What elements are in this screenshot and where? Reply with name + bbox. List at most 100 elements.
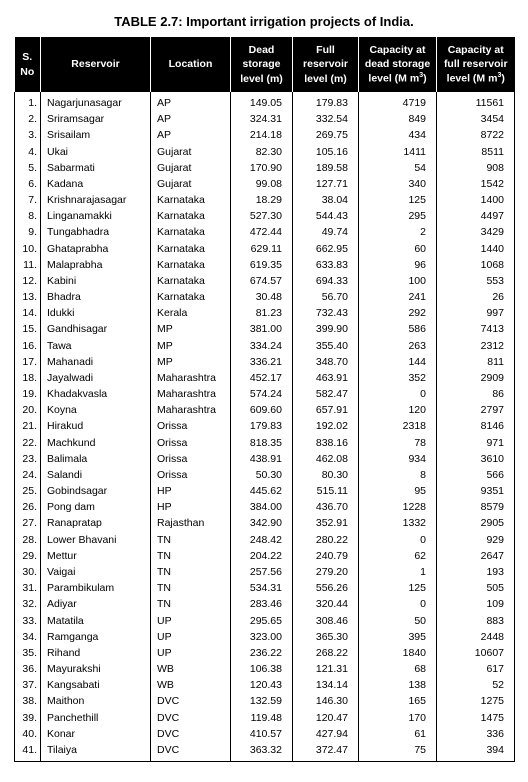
table-row: 3.SrisailamAP214.18269.754348722 bbox=[15, 127, 515, 143]
cell-full-reservoir-level: 633.83 bbox=[293, 257, 359, 273]
cell-full-reservoir-level: 838.16 bbox=[293, 435, 359, 451]
cell-reservoir: Maithon bbox=[41, 693, 151, 709]
cell-full-reservoir-level: 372.47 bbox=[293, 742, 359, 762]
cell-location: HP bbox=[151, 483, 231, 499]
table-row: 12.KabiniKarnataka674.57694.33100553 bbox=[15, 273, 515, 289]
cell-full-reservoir-level: 192.02 bbox=[293, 418, 359, 434]
cell-location: TN bbox=[151, 532, 231, 548]
cell-reservoir: Ghataprabha bbox=[41, 241, 151, 257]
cell-sno: 39. bbox=[15, 710, 41, 726]
cell-reservoir: Ranapratap bbox=[41, 515, 151, 531]
cell-dead-storage-level: 384.00 bbox=[231, 499, 293, 515]
cell-capacity-full: 11561 bbox=[437, 92, 515, 111]
cell-dead-storage-level: 334.24 bbox=[231, 338, 293, 354]
cell-capacity-full: 1440 bbox=[437, 241, 515, 257]
cell-capacity-dead: 78 bbox=[359, 435, 437, 451]
cell-capacity-dead: 395 bbox=[359, 629, 437, 645]
cell-full-reservoir-level: 56.70 bbox=[293, 289, 359, 305]
cell-dead-storage-level: 818.35 bbox=[231, 435, 293, 451]
cell-capacity-full: 7413 bbox=[437, 321, 515, 337]
cell-full-reservoir-level: 365.30 bbox=[293, 629, 359, 645]
cell-reservoir: Sriramsagar bbox=[41, 111, 151, 127]
cell-location: UP bbox=[151, 645, 231, 661]
cell-capacity-full: 2647 bbox=[437, 548, 515, 564]
cell-location: Rajasthan bbox=[151, 515, 231, 531]
cell-capacity-full: 553 bbox=[437, 273, 515, 289]
cell-dead-storage-level: 132.59 bbox=[231, 693, 293, 709]
cell-sno: 31. bbox=[15, 580, 41, 596]
cell-sno: 23. bbox=[15, 451, 41, 467]
cell-reservoir: Panchethill bbox=[41, 710, 151, 726]
table-row: 40.KonarDVC410.57427.9461336 bbox=[15, 726, 515, 742]
cell-reservoir: Mahanadi bbox=[41, 354, 151, 370]
table-row: 27.RanapratapRajasthan342.90352.91133229… bbox=[15, 515, 515, 531]
cell-dead-storage-level: 236.22 bbox=[231, 645, 293, 661]
cell-reservoir: Malaprabha bbox=[41, 257, 151, 273]
cell-capacity-full: 2312 bbox=[437, 338, 515, 354]
cell-reservoir: Tawa bbox=[41, 338, 151, 354]
cell-capacity-full: 193 bbox=[437, 564, 515, 580]
cell-capacity-full: 2909 bbox=[437, 370, 515, 386]
cell-capacity-full: 1068 bbox=[437, 257, 515, 273]
table-row: 33.MatatilaUP295.65308.4650883 bbox=[15, 613, 515, 629]
cell-full-reservoir-level: 732.43 bbox=[293, 305, 359, 321]
cell-full-reservoir-level: 179.83 bbox=[293, 92, 359, 111]
cell-location: WB bbox=[151, 677, 231, 693]
cell-reservoir: Mayurakshi bbox=[41, 661, 151, 677]
cell-capacity-full: 8511 bbox=[437, 144, 515, 160]
cell-sno: 33. bbox=[15, 613, 41, 629]
cell-reservoir: Kadana bbox=[41, 176, 151, 192]
cell-reservoir: Gobindsagar bbox=[41, 483, 151, 499]
table-row: 29.MetturTN204.22240.79622647 bbox=[15, 548, 515, 564]
cell-capacity-full: 883 bbox=[437, 613, 515, 629]
table-row: 19.KhadakvaslaMaharashtra574.24582.47086 bbox=[15, 386, 515, 402]
table-row: 6.KadanaGujarat99.08127.713401542 bbox=[15, 176, 515, 192]
cell-full-reservoir-level: 189.58 bbox=[293, 160, 359, 176]
table-row: 22.MachkundOrissa818.35838.1678971 bbox=[15, 435, 515, 451]
cell-location: AP bbox=[151, 92, 231, 111]
cell-location: DVC bbox=[151, 726, 231, 742]
cell-sno: 32. bbox=[15, 596, 41, 612]
table-title: TABLE 2.7: Important irrigation projects… bbox=[14, 14, 514, 29]
cell-capacity-dead: 0 bbox=[359, 596, 437, 612]
cell-capacity-full: 52 bbox=[437, 677, 515, 693]
cell-sno: 34. bbox=[15, 629, 41, 645]
cell-dead-storage-level: 609.60 bbox=[231, 402, 293, 418]
cell-reservoir: Vaigai bbox=[41, 564, 151, 580]
cell-capacity-dead: 241 bbox=[359, 289, 437, 305]
cell-reservoir: Tungabhadra bbox=[41, 224, 151, 240]
cell-location: Karnataka bbox=[151, 208, 231, 224]
cell-capacity-full: 1542 bbox=[437, 176, 515, 192]
cell-sno: 20. bbox=[15, 402, 41, 418]
cell-location: UP bbox=[151, 629, 231, 645]
cell-sno: 18. bbox=[15, 370, 41, 386]
cell-location: Karnataka bbox=[151, 224, 231, 240]
cell-capacity-dead: 934 bbox=[359, 451, 437, 467]
cell-dead-storage-level: 410.57 bbox=[231, 726, 293, 742]
cell-capacity-full: 505 bbox=[437, 580, 515, 596]
cell-capacity-dead: 849 bbox=[359, 111, 437, 127]
cell-dead-storage-level: 619.35 bbox=[231, 257, 293, 273]
cell-sno: 22. bbox=[15, 435, 41, 451]
cell-location: MP bbox=[151, 354, 231, 370]
cell-reservoir: Gandhisagar bbox=[41, 321, 151, 337]
cell-capacity-dead: 96 bbox=[359, 257, 437, 273]
cell-location: MP bbox=[151, 338, 231, 354]
cell-full-reservoir-level: 462.08 bbox=[293, 451, 359, 467]
cell-capacity-dead: 61 bbox=[359, 726, 437, 742]
cell-capacity-dead: 295 bbox=[359, 208, 437, 224]
cell-sno: 4. bbox=[15, 144, 41, 160]
cell-sno: 10. bbox=[15, 241, 41, 257]
cell-full-reservoir-level: 240.79 bbox=[293, 548, 359, 564]
cell-location: TN bbox=[151, 548, 231, 564]
cell-dead-storage-level: 179.83 bbox=[231, 418, 293, 434]
cell-reservoir: Hirakud bbox=[41, 418, 151, 434]
cell-location: TN bbox=[151, 596, 231, 612]
cell-dead-storage-level: 119.48 bbox=[231, 710, 293, 726]
cell-dead-storage-level: 363.32 bbox=[231, 742, 293, 762]
table-row: 25.GobindsagarHP445.62515.11959351 bbox=[15, 483, 515, 499]
cell-capacity-full: 566 bbox=[437, 467, 515, 483]
cell-capacity-full: 971 bbox=[437, 435, 515, 451]
cell-capacity-dead: 95 bbox=[359, 483, 437, 499]
table-row: 10.GhataprabhaKarnataka629.11662.9560144… bbox=[15, 241, 515, 257]
